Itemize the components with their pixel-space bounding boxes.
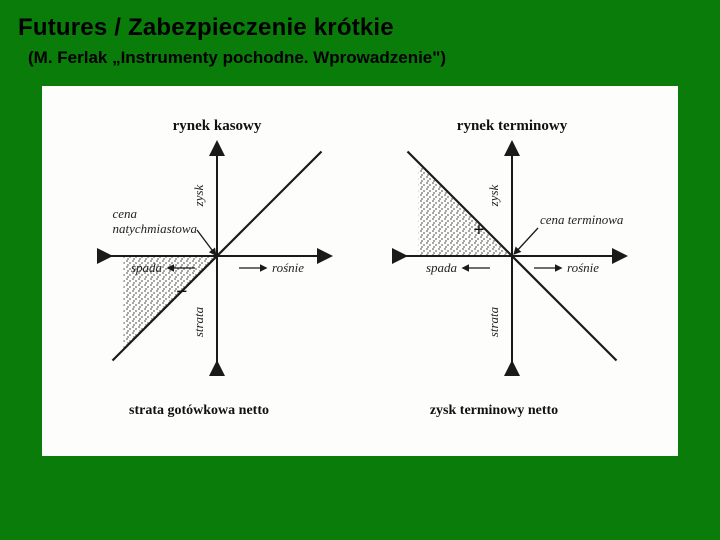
- left-top-label: rynek kasowy: [173, 118, 262, 134]
- right-bottom-label: zysk terminowy netto: [430, 403, 558, 418]
- slide-subtitle: (M. Ferlak „Instrumenty pochodne. Wprowa…: [28, 48, 702, 68]
- left-price-label-2: natychmiastowa: [113, 221, 198, 236]
- left-x-left-label: spada: [131, 260, 163, 275]
- right-top-label: rynek terminowy: [457, 118, 568, 134]
- right-sign: +: [473, 219, 484, 241]
- right-x-right-label: rośnie: [567, 260, 599, 275]
- right-x-left-label: spada: [426, 260, 458, 275]
- right-chart: rynek terminowy zysk strata spada rośnie cena…: [402, 118, 624, 418]
- left-chart: rynek kasowy zysk strata spada rośnie cenanat…: [107, 118, 327, 418]
- right-price-pointer: [515, 228, 538, 253]
- right-y-bottom-label: strata: [486, 306, 501, 337]
- left-x-right-label: rośnie: [272, 260, 304, 275]
- left-y-top-label: zysk: [191, 184, 206, 207]
- left-price-pointer: [197, 230, 215, 254]
- left-sign: −: [176, 281, 187, 303]
- right-price-label: cena terminowa: [540, 212, 624, 227]
- left-y-bottom-label: strata: [191, 306, 206, 337]
- left-bottom-label: strata gotówkowa netto: [129, 403, 269, 418]
- slide-title: Futures / Zabezpieczenie krótkie: [18, 14, 702, 42]
- left-price-label-1: cena: [113, 206, 138, 221]
- right-y-top-label: zysk: [486, 184, 501, 207]
- hedging-diagram: rynek kasowy zysk strata spada rośnie cenanat…: [42, 86, 678, 456]
- figure-container: rynek kasowy zysk strata spada rośnie cenanat…: [42, 86, 678, 456]
